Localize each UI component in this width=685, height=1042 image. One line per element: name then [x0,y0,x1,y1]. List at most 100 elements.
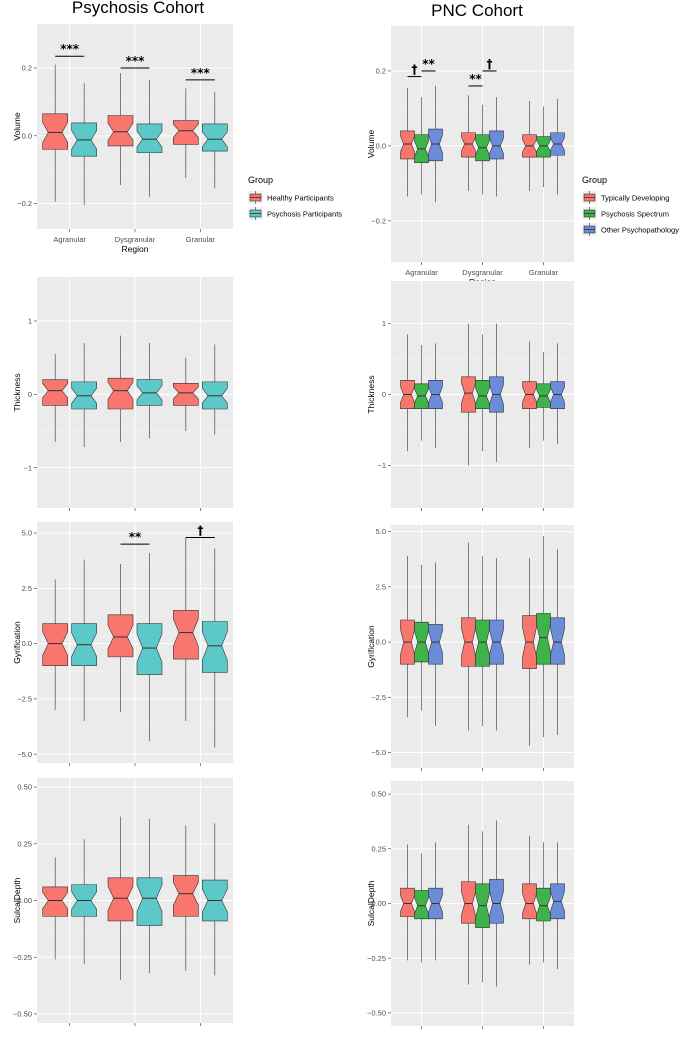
y-axis-title: SulcalDepth [366,880,376,926]
notched-box [42,886,68,917]
notched-box [42,379,68,406]
legends: Group Healthy Participants Psychosis Parti… [248,175,679,236]
box-psychosis-spectrum-agranular [414,853,429,963]
x-tick-label: Dysgranular [462,268,503,277]
box-other-psychopathology-dysgranular [489,558,504,731]
notched-box [173,610,199,660]
notched-box [536,887,551,922]
box-psychosis-participants-agranular [71,559,97,721]
legend-psychosis-cohort: Group Healthy Participants Psychosis Parti… [248,175,342,220]
box-other-psychopathology-granular [550,99,565,195]
notched-box [202,123,228,152]
chart-sulcaldepth-psychosis: −0.50 −0.25 0.00 0.25 0.50 SulcalDepth [12,778,233,1026]
y-axis-title: Gyrification [12,621,22,664]
notched-box [202,621,228,673]
x-tick-label: Dysgranular [115,235,156,244]
notched-box [550,617,565,665]
y-tick-label: −0.2 [371,216,386,225]
y-axis-title: Gyrification [366,625,376,668]
chart-thickness-psychosis: −1 0 1 Thickness [12,277,233,511]
box-psychosis-participants-dysgranular [136,552,163,741]
x-tick-label: Granular [186,235,216,244]
y-tick-label: 0.2 [376,67,386,76]
box-typically-developing-dysgranular [461,323,476,466]
box-psychosis-spectrum-agranular [414,97,429,195]
box-psychosis-participants-dysgranular [136,79,163,197]
notched-box [107,614,134,658]
y-tick-label: −0.25 [13,953,32,962]
legend-title: Group [248,175,273,185]
box-healthy-participants-dysgranular [107,816,134,980]
notched-box [42,113,68,150]
box-other-psychopathology-dysgranular [489,97,504,197]
notched-box [107,377,134,410]
y-tick-label: −0.25 [367,954,386,963]
y-tick-label: −5.0 [17,750,32,759]
significance-label: † [487,57,493,71]
y-tick-label: 0.0 [376,141,386,150]
notched-box [136,877,163,926]
box-healthy-participants-dysgranular [107,335,134,442]
notched-box [428,624,443,665]
box-healthy-participants-agranular [42,579,68,710]
box-other-psychopathology-granular [550,549,565,735]
notched-box [489,130,504,160]
box-typically-developing-granular [522,100,537,191]
y-tick-label: 0 [28,390,32,399]
y-tick-label: −1 [23,463,32,472]
box-psychosis-spectrum-granular [536,842,551,963]
box-healthy-participants-granular [173,357,199,431]
box-psychosis-participants-granular [202,823,228,976]
y-tick-label: 0 [382,390,386,399]
legend-item-label: Psychosis Participants [267,210,342,219]
y-tick-label: 0.0 [376,638,386,647]
y-tick-label: 5.0 [22,529,32,538]
box-typically-developing-agranular [400,334,415,452]
box-other-psychopathology-dysgranular [489,820,504,987]
box-typically-developing-agranular [400,844,415,961]
notched-box [107,115,134,147]
y-tick-label: 0.25 [371,844,386,853]
x-tick-label: Agranular [405,268,438,277]
legend-item-label: Other Psychopathology [601,226,679,235]
y-axis-title: Volume [12,112,22,141]
y-tick-label: −2.5 [371,693,386,702]
box-other-psychopathology-granular [550,343,565,445]
right-cohort-title: PNC Cohort [431,1,523,20]
box-other-psychopathology-dysgranular [489,323,504,462]
y-tick-label: 0.00 [17,896,32,905]
significance-label: ** [469,72,482,86]
box-psychosis-participants-granular [202,91,228,189]
notched-box [107,877,134,922]
box-psychosis-participants-granular [202,344,228,435]
legend-key [582,223,597,236]
notched-box [173,120,199,145]
box-psychosis-participants-dysgranular [136,818,163,974]
legend-pnc-cohort: Group Typically Developing Psychosis Spect… [582,175,679,236]
significance-label: *** [60,42,80,56]
chart-gyrification-pnc: −5.0 −2.5 0.0 2.5 5.0 Gyrification [366,525,574,771]
significance-label: *** [191,66,211,80]
box-healthy-participants-agranular [42,64,68,202]
box-psychosis-spectrum-agranular [414,564,429,711]
y-tick-label: −0.2 [17,199,32,208]
y-tick-label: 0.2 [22,64,32,73]
notched-box [428,128,443,162]
legend-item-label: Healthy Participants [267,194,334,203]
notched-box [42,623,68,667]
box-healthy-participants-granular [173,537,199,721]
y-tick-label: 0.00 [371,899,386,908]
box-psychosis-participants-agranular [71,83,97,206]
legend-key [248,207,263,220]
box-psychosis-participants-dysgranular [136,343,163,439]
box-typically-developing-agranular [400,87,415,197]
y-tick-label: −0.50 [367,1008,386,1017]
notched-box [536,136,551,158]
significance-label: *** [126,54,146,68]
y-axis-title: Thickness [366,375,376,413]
left-cohort-title: Psychosis Cohort [72,0,205,17]
y-tick-label: −1 [377,461,386,470]
box-psychosis-participants-agranular [71,839,97,965]
box-psychosis-spectrum-dysgranular [475,831,490,983]
